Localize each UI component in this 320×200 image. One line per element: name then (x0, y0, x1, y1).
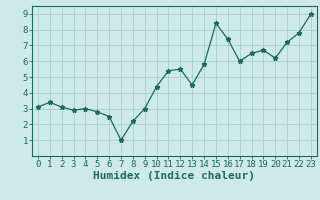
X-axis label: Humidex (Indice chaleur): Humidex (Indice chaleur) (93, 171, 255, 181)
